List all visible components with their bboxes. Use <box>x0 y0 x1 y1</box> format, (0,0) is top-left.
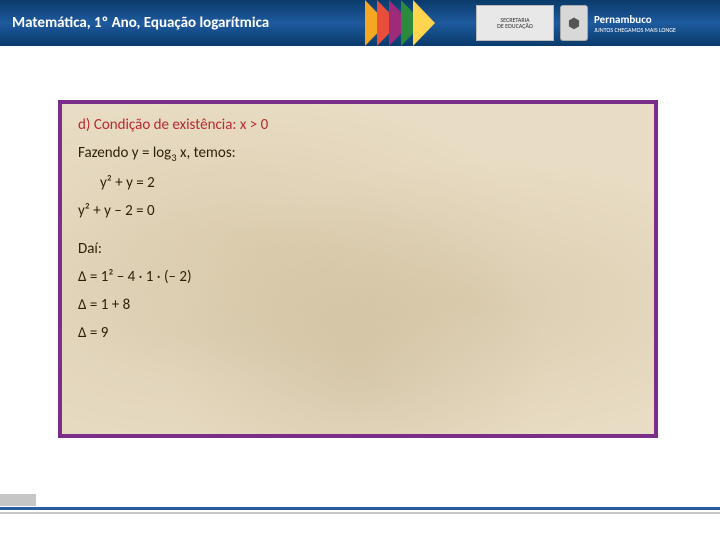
logo-state: Pernambuco <box>594 14 652 25</box>
delta-line-2: ∆ = 1 + 8 <box>78 296 638 314</box>
spacer <box>78 230 638 240</box>
logo-state-tagline: JUNTOS CHEGAMOS MAIS LONGE <box>594 27 676 33</box>
subst-part1: Fazendo y = log <box>78 144 171 162</box>
footer-accent <box>0 494 36 506</box>
footer-line-blue <box>0 507 720 510</box>
chevron-icon <box>413 0 435 46</box>
substitution-line: Fazendo y = log3 x, temos: <box>78 144 638 164</box>
delta-line-1: ∆ = 1² – 4 · 1 · (– 2) <box>78 268 638 286</box>
pernambuco-logo: Pernambuco JUNTOS CHEGAMOS MAIS LONGE <box>594 5 714 41</box>
secretaria-logo: SECRETARIA DE EDUCAÇÃO <box>476 5 554 41</box>
equation-2: y² + y – 2 = 0 <box>78 202 638 220</box>
logo-text-bottom: DE EDUCAÇÃO <box>497 23 533 29</box>
subst-part2: x, temos: <box>177 144 236 162</box>
slide-header: Matemática, 1º Ano, Equação logarítmica … <box>0 0 720 46</box>
dai-line: Daí: <box>78 240 638 258</box>
equation-1: y² + y = 2 <box>78 174 638 192</box>
condition-line: d) Condição de existência: x > 0 <box>78 116 638 134</box>
header-chevrons <box>375 0 435 46</box>
header-logos: SECRETARIA DE EDUCAÇÃO ⬢ Pernambuco JUNT… <box>476 2 714 44</box>
crest-icon: ⬢ <box>560 5 588 41</box>
footer-line-grey <box>0 512 720 514</box>
content-box: d) Condição de existência: x > 0 Fazendo… <box>58 100 658 438</box>
header-title: Matemática, 1º Ano, Equação logarítmica <box>12 14 269 32</box>
delta-line-3: ∆ = 9 <box>78 324 638 342</box>
